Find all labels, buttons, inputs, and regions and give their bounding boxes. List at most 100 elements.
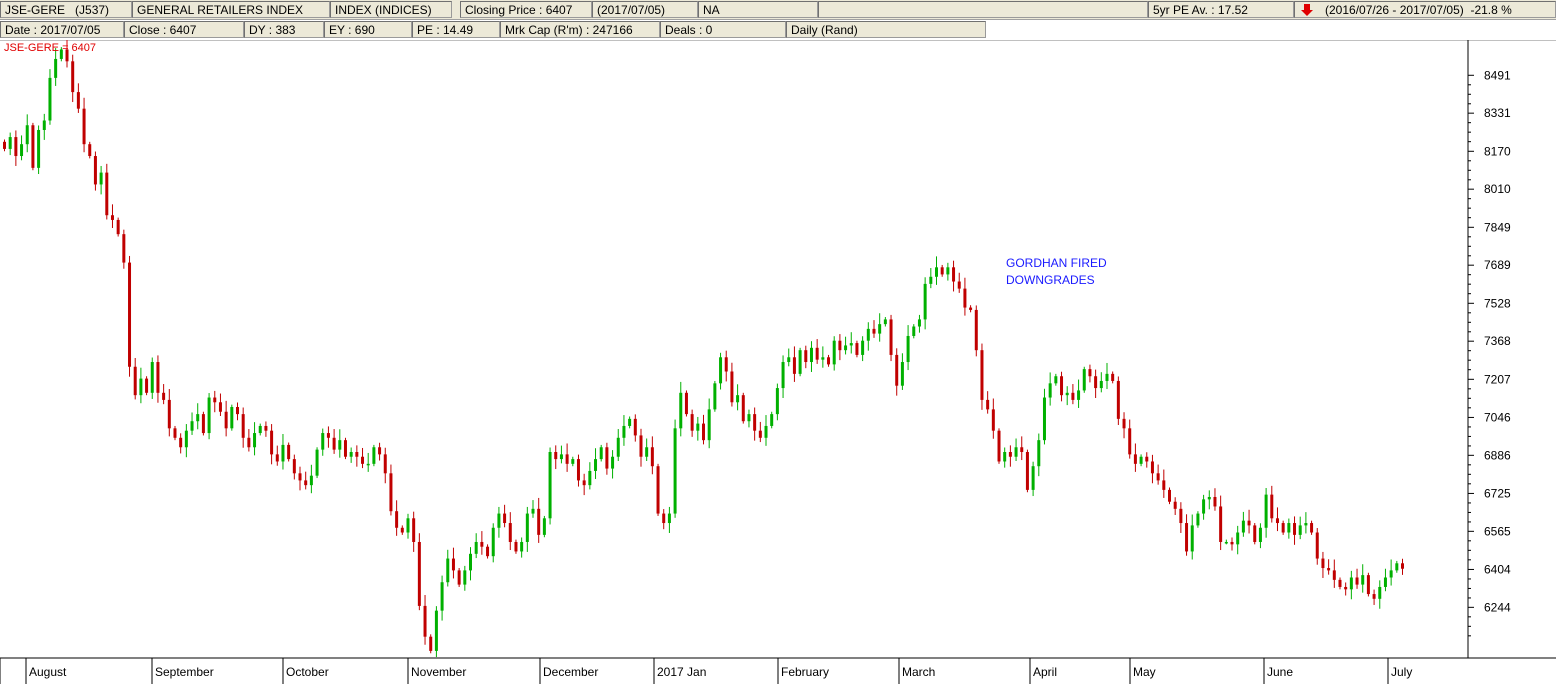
candle-body xyxy=(571,459,575,464)
candle-body xyxy=(1088,369,1092,377)
candle-body xyxy=(1031,466,1035,490)
candle-body xyxy=(503,513,507,524)
y-tick-label: 8491 xyxy=(1484,68,1511,82)
candle-body xyxy=(446,558,450,583)
candle-body xyxy=(1264,494,1268,528)
candle-body xyxy=(565,454,569,464)
candle-body xyxy=(1287,523,1291,533)
candle-body xyxy=(554,452,558,460)
candle-body xyxy=(1372,594,1376,599)
candle-body xyxy=(1173,501,1177,509)
candle-body xyxy=(673,428,677,514)
candle-body xyxy=(997,430,1001,462)
x-tick-label: March xyxy=(902,665,935,679)
candle-body xyxy=(1230,541,1234,545)
y-tick-label: 7046 xyxy=(1484,410,1511,424)
candle-body xyxy=(508,523,512,542)
candle-body xyxy=(406,518,410,533)
candle-body xyxy=(196,414,200,422)
candle-body xyxy=(827,357,831,365)
candle-body xyxy=(576,459,580,481)
candle-body xyxy=(304,480,308,486)
candle-body xyxy=(855,343,859,355)
candle-body xyxy=(1349,577,1353,590)
annotation-gordhan-fired: GORDHAN FIRED xyxy=(1006,256,1107,270)
candle-body xyxy=(542,518,546,535)
candle-body xyxy=(378,447,382,455)
candle-body xyxy=(531,508,535,514)
candle-body xyxy=(349,452,353,457)
candle-body xyxy=(1213,496,1217,507)
price-chart[interactable]: 8491 8331 8170 8010 7849 7689 7528 7368 7207 7046… xyxy=(0,40,1556,686)
candle-body xyxy=(395,511,399,528)
candle-body xyxy=(1008,452,1012,457)
candle-body xyxy=(1082,369,1086,391)
candle-body xyxy=(292,459,296,474)
candle-body xyxy=(912,326,916,336)
candle-body xyxy=(474,541,478,554)
candle-body xyxy=(383,454,387,474)
candle-body xyxy=(707,409,711,441)
candle-body xyxy=(753,414,757,431)
candle-body xyxy=(139,378,143,396)
candle-body xyxy=(1247,520,1251,526)
candle-body xyxy=(372,447,376,464)
candle-body xyxy=(940,267,944,275)
candle-body xyxy=(1270,494,1274,519)
candle-body xyxy=(952,267,956,282)
candle-body xyxy=(957,281,961,289)
candle-body xyxy=(37,129,41,168)
candle-body xyxy=(429,636,433,651)
candle-body xyxy=(1224,541,1228,544)
y-tick-label: 8170 xyxy=(1484,144,1511,158)
candle-body xyxy=(355,452,359,457)
candle-body xyxy=(298,473,302,481)
candle-body xyxy=(628,418,632,426)
candle-body xyxy=(1060,376,1064,396)
candle-body xyxy=(247,437,251,448)
candle-body xyxy=(1253,525,1257,542)
candle-body xyxy=(872,328,876,334)
candle-body xyxy=(400,527,404,533)
info-close: Close : 6407 xyxy=(124,21,244,38)
info-period: Daily (Rand) xyxy=(786,21,986,38)
candle-body xyxy=(667,513,671,524)
candle-body xyxy=(622,425,626,438)
candle-body xyxy=(54,58,58,78)
candle-body xyxy=(326,433,330,438)
x-tick-label: 2017 Jan xyxy=(657,665,706,679)
info-date: Date : 2017/07/05 xyxy=(0,21,124,38)
candle-body xyxy=(1207,496,1211,500)
candle-body xyxy=(1042,397,1046,441)
candle-body xyxy=(1389,570,1393,578)
candle-body xyxy=(980,350,984,400)
candle-body xyxy=(128,262,132,367)
candle-body xyxy=(611,456,615,469)
candle-body xyxy=(1122,418,1126,429)
candle-body xyxy=(1315,532,1319,559)
index-type: INDEX (INDICES) xyxy=(330,1,452,18)
candle-body xyxy=(775,388,779,415)
candle-body xyxy=(758,430,762,438)
candle-body xyxy=(8,137,12,149)
candle-body xyxy=(1065,392,1069,396)
candle-body xyxy=(662,513,666,524)
candle-body xyxy=(679,392,683,429)
y-axis: 8491 8331 8170 8010 7849 7689 7528 7368 7207 7046… xyxy=(1468,68,1511,637)
candle-body xyxy=(991,409,995,431)
candle-body xyxy=(1179,508,1183,524)
info-bar: Date : 2017/07/05 Close : 6407 DY : 383 … xyxy=(0,20,1556,41)
candle-body xyxy=(1128,428,1132,455)
candle-body xyxy=(736,395,740,403)
candle-body xyxy=(1395,563,1399,571)
x-tick-label: December xyxy=(543,665,598,679)
candle-body xyxy=(184,430,188,448)
candle-body xyxy=(1077,390,1081,400)
candle-body xyxy=(923,283,927,320)
candle-body xyxy=(1048,383,1052,398)
x-tick-label: November xyxy=(411,665,466,679)
candle-body xyxy=(1196,513,1200,526)
candle-body xyxy=(1025,452,1029,490)
candle-body xyxy=(1332,570,1336,580)
y-tick-label: 6244 xyxy=(1484,600,1511,614)
